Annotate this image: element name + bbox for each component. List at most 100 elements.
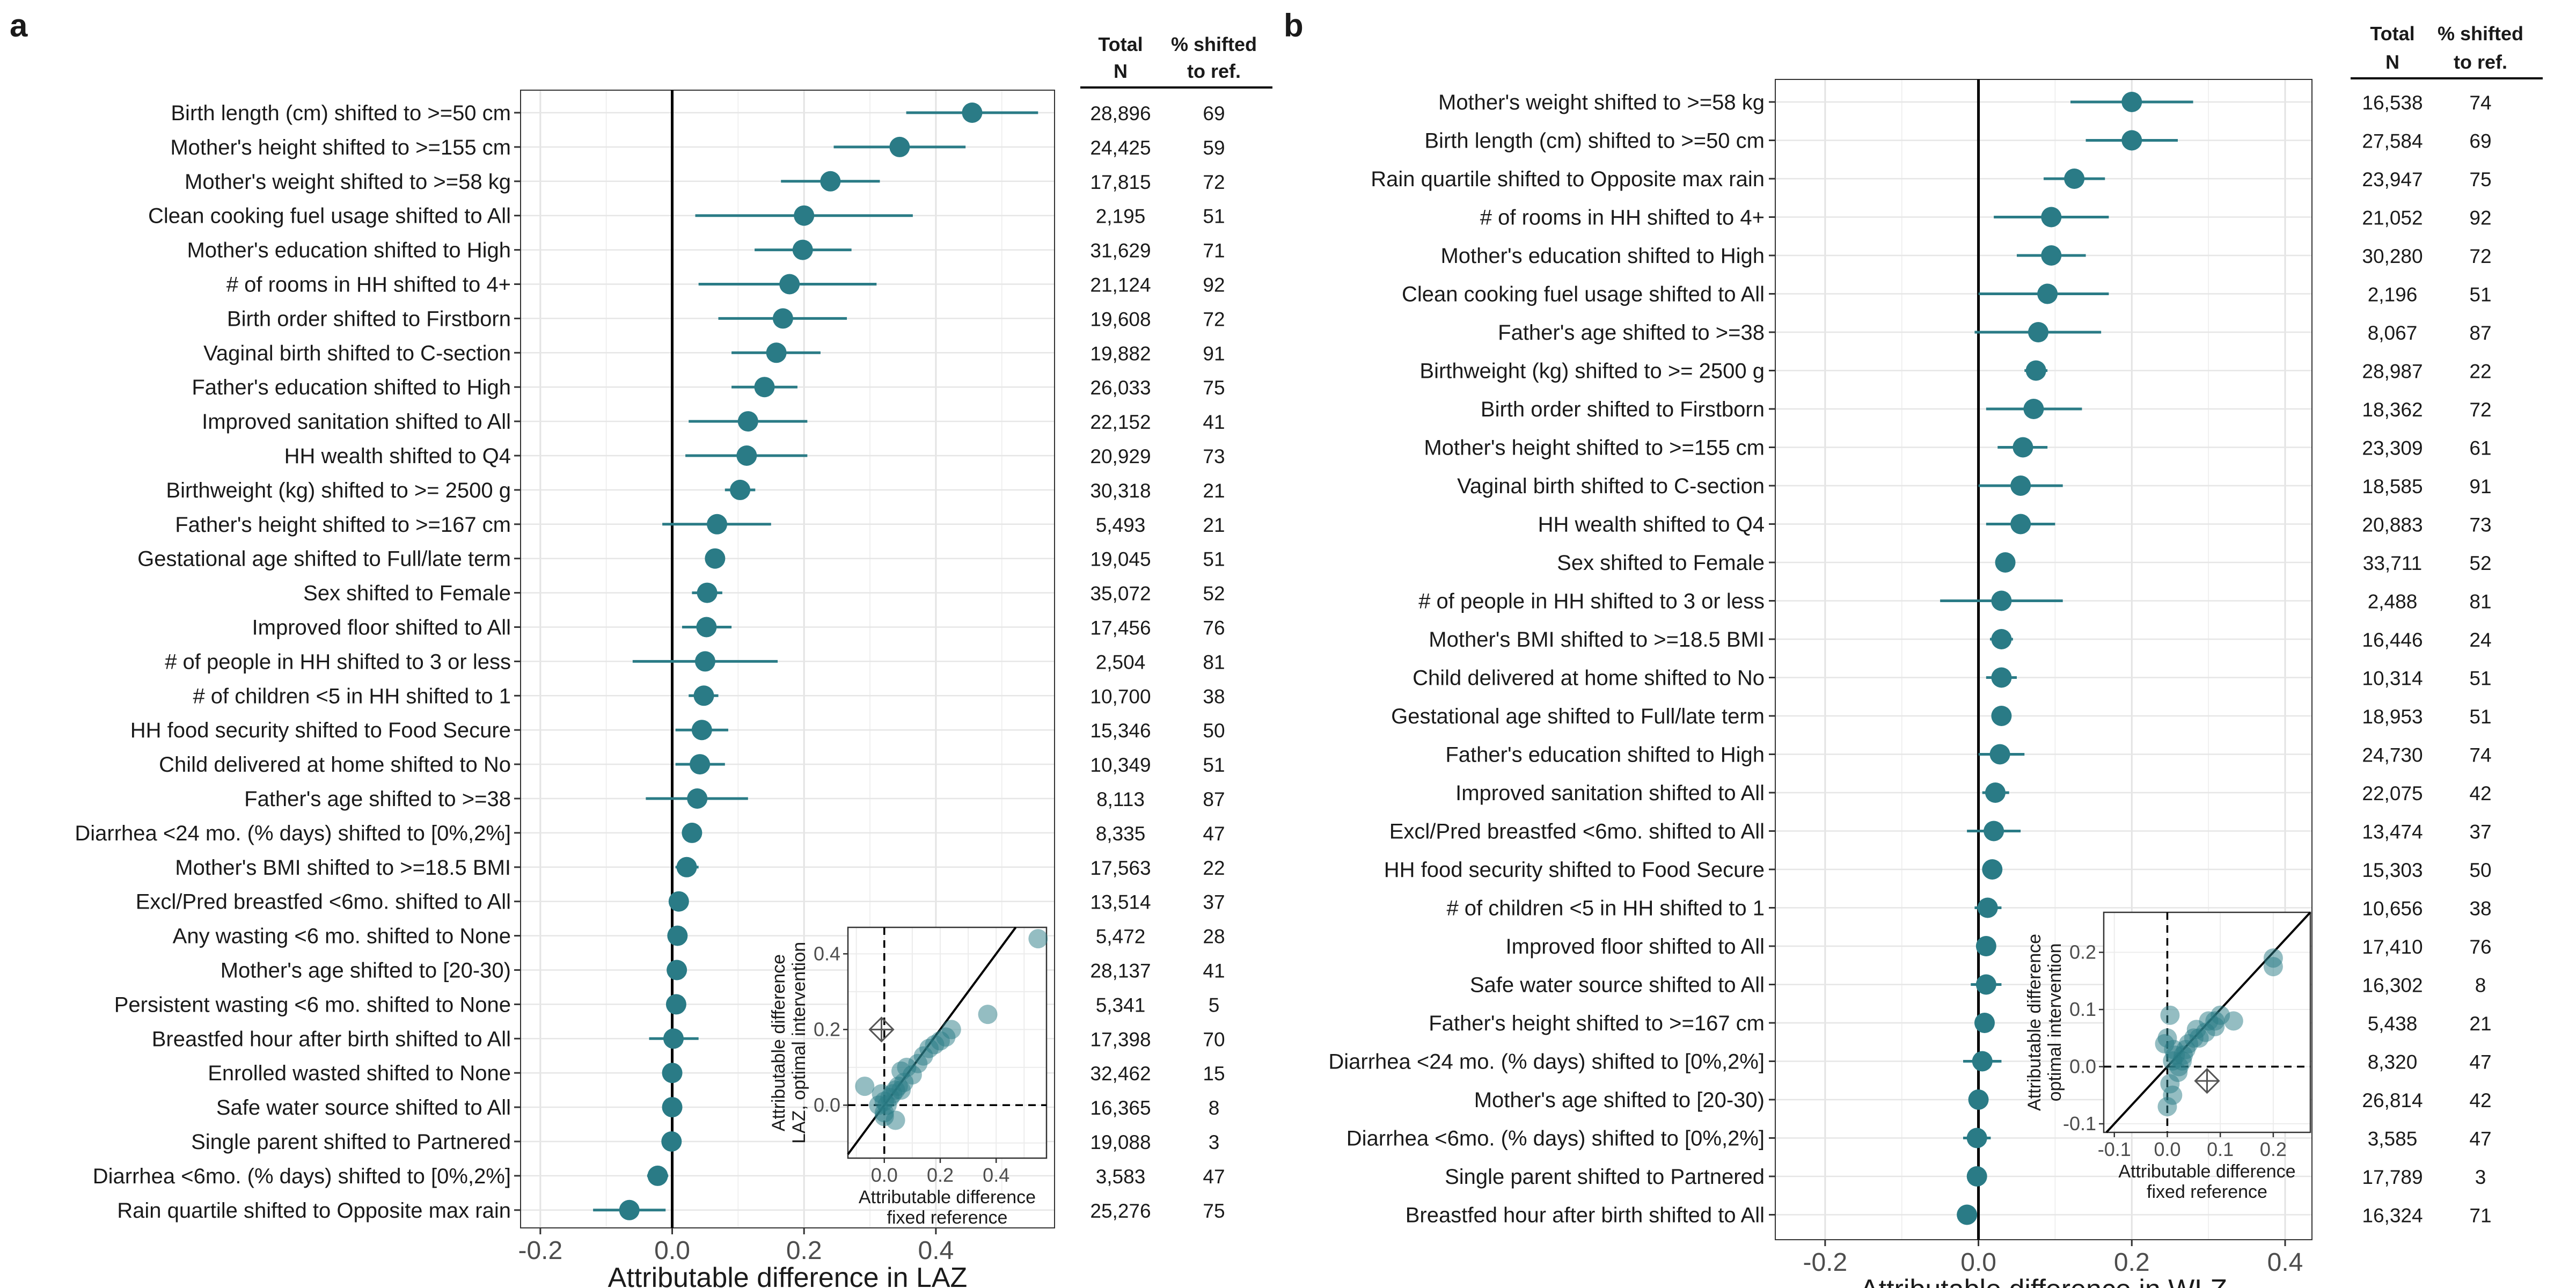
total-n-value: 8,113 — [1096, 788, 1145, 810]
row-label: # of rooms in HH shifted to 4+ — [1480, 206, 1765, 230]
total-n-value: 17,456 — [1090, 617, 1151, 639]
total-n-value: 30,318 — [1090, 480, 1151, 502]
pct-shifted-value: 52 — [2469, 552, 2491, 574]
inset-point — [2160, 1005, 2180, 1025]
inset-y-tick-label: 0.2 — [814, 1018, 840, 1040]
pct-shifted-value: 42 — [2469, 1089, 2491, 1111]
point-estimate — [2041, 207, 2062, 228]
row-label: Diarrhea <24 mo. (% days) shifted to [0%… — [1328, 1050, 1765, 1074]
total-n-value: 21,052 — [2362, 207, 2423, 229]
inset-y-label-1: Attributable difference — [2024, 934, 2045, 1111]
inset-y-tick-label: -0.1 — [2063, 1113, 2096, 1135]
pct-shifted-value: 52 — [1203, 583, 1225, 605]
inset-x-tick-label: 0.0 — [871, 1164, 898, 1186]
row-label: Child delivered at home shifted to No — [1413, 667, 1765, 690]
total-n-value: 10,656 — [2362, 898, 2423, 920]
pct-shifted-value: 15 — [1203, 1063, 1225, 1085]
row-label: Gestational age shifted to Full/late ter… — [1391, 705, 1765, 728]
total-n-value: 17,410 — [2362, 936, 2423, 958]
pct-shifted-value: 92 — [1203, 274, 1225, 296]
point-estimate — [696, 617, 717, 638]
total-n-value: 20,883 — [2362, 514, 2423, 536]
inset-y-tick-label: 0.4 — [814, 942, 840, 964]
inset-border — [847, 926, 1048, 1159]
point-estimate — [667, 925, 688, 946]
row-label: Gestational age shifted to Full/late ter… — [137, 547, 511, 571]
row-label: Father's education shifted to High — [192, 376, 511, 399]
total-n-value: 19,088 — [1090, 1131, 1151, 1153]
inset-x-label-2: fixed reference — [887, 1208, 1008, 1228]
point-estimate — [1995, 552, 2016, 573]
row-label: HH food security shifted to Food Secure — [130, 719, 511, 742]
point-estimate — [687, 788, 708, 809]
point-estimate — [676, 857, 697, 877]
row-label: Child delivered at home shifted to No — [159, 753, 511, 777]
total-n-value: 2,504 — [1096, 651, 1146, 673]
pct-shifted-value: 81 — [1203, 651, 1225, 673]
inset-x-tick-label: 0.0 — [2154, 1138, 2180, 1160]
pct-shifted-value: 72 — [2469, 399, 2491, 421]
total-n-value: 31,629 — [1090, 240, 1151, 262]
point-estimate — [2023, 399, 2044, 419]
total-n-value: 17,815 — [1090, 171, 1151, 193]
header-total: Total — [2370, 23, 2414, 45]
inset-point — [855, 1077, 875, 1096]
point-estimate — [1982, 859, 2003, 880]
row-label: Vaginal birth shifted to C-section — [203, 341, 511, 365]
pct-shifted-value: 91 — [2469, 475, 2491, 497]
row-label: Birth order shifted to Firstborn — [227, 307, 511, 331]
row-label: Enrolled wasted shifted to None — [208, 1062, 511, 1085]
total-n-value: 19,882 — [1090, 342, 1151, 364]
point-estimate — [2121, 130, 2142, 151]
total-n-value: 35,072 — [1090, 583, 1151, 605]
pct-shifted-value: 73 — [2469, 514, 2491, 536]
panel-a: a Birth length (cm) shifted to >=50 cm 28,… — [10, 8, 1272, 1288]
row-label: # of rooms in HH shifted to 4+ — [226, 273, 511, 297]
total-n-value: 21,124 — [1090, 274, 1151, 296]
row-label: Single parent shifted to Partnered — [191, 1130, 511, 1154]
point-estimate — [1977, 897, 1998, 918]
pct-shifted-value: 69 — [1203, 103, 1225, 125]
row-label: Diarrhea <24 mo. (% days) shifted to [0%… — [75, 822, 511, 845]
pct-shifted-value: 61 — [2469, 437, 2491, 459]
inset-y-label-2: LAZ, optimal intervention — [789, 942, 809, 1144]
pct-shifted-value: 69 — [2469, 130, 2491, 152]
row-label: Single parent shifted to Partnered — [1445, 1165, 1765, 1189]
point-estimate — [663, 1028, 684, 1049]
pct-shifted-value: 71 — [1203, 240, 1225, 262]
row-label: Rain quartile shifted to Opposite max ra… — [1371, 167, 1765, 191]
total-n-value: 5,341 — [1096, 994, 1146, 1016]
point-estimate — [1966, 1166, 1987, 1187]
pct-shifted-value: 21 — [1203, 514, 1225, 536]
pct-shifted-value: 92 — [2469, 207, 2491, 229]
total-n-value: 5,438 — [2368, 1013, 2418, 1035]
pct-shifted-value: 72 — [1203, 171, 1225, 193]
point-estimate — [1975, 936, 1996, 956]
point-estimate — [1974, 1013, 1995, 1033]
pct-shifted-value: 47 — [2469, 1051, 2491, 1073]
row-label: Mother's age shifted to [20-30) — [1474, 1088, 1765, 1112]
total-n-value: 25,276 — [1090, 1200, 1151, 1222]
total-n-value: 3,585 — [2368, 1128, 2418, 1150]
header-to-ref: to ref. — [2454, 51, 2507, 73]
pct-shifted-value: 50 — [2469, 859, 2491, 881]
point-estimate — [1991, 629, 2012, 649]
point-estimate — [1968, 1089, 1989, 1110]
row-label: Improved floor shifted to All — [252, 616, 511, 640]
point-estimate — [772, 308, 793, 329]
x-tick-label: 0.4 — [918, 1236, 954, 1265]
pct-shifted-value: 91 — [1203, 342, 1225, 364]
header-n: N — [1114, 60, 1128, 82]
point-estimate — [2025, 360, 2046, 381]
pct-shifted-value: 21 — [1203, 480, 1225, 502]
row-label: # of people in HH shifted to 3 or less — [1418, 590, 1765, 613]
row-label: Safe water source shifted to All — [216, 1096, 511, 1119]
point-estimate — [667, 960, 687, 980]
total-n-value: 15,303 — [2362, 859, 2423, 881]
point-estimate — [1975, 974, 1996, 995]
pct-shifted-value: 8 — [2475, 975, 2486, 997]
x-tick-label: 0.2 — [786, 1236, 822, 1265]
x-tick-label: 0.0 — [1960, 1248, 1996, 1277]
inset-y-tick-label: 0.0 — [814, 1094, 840, 1116]
